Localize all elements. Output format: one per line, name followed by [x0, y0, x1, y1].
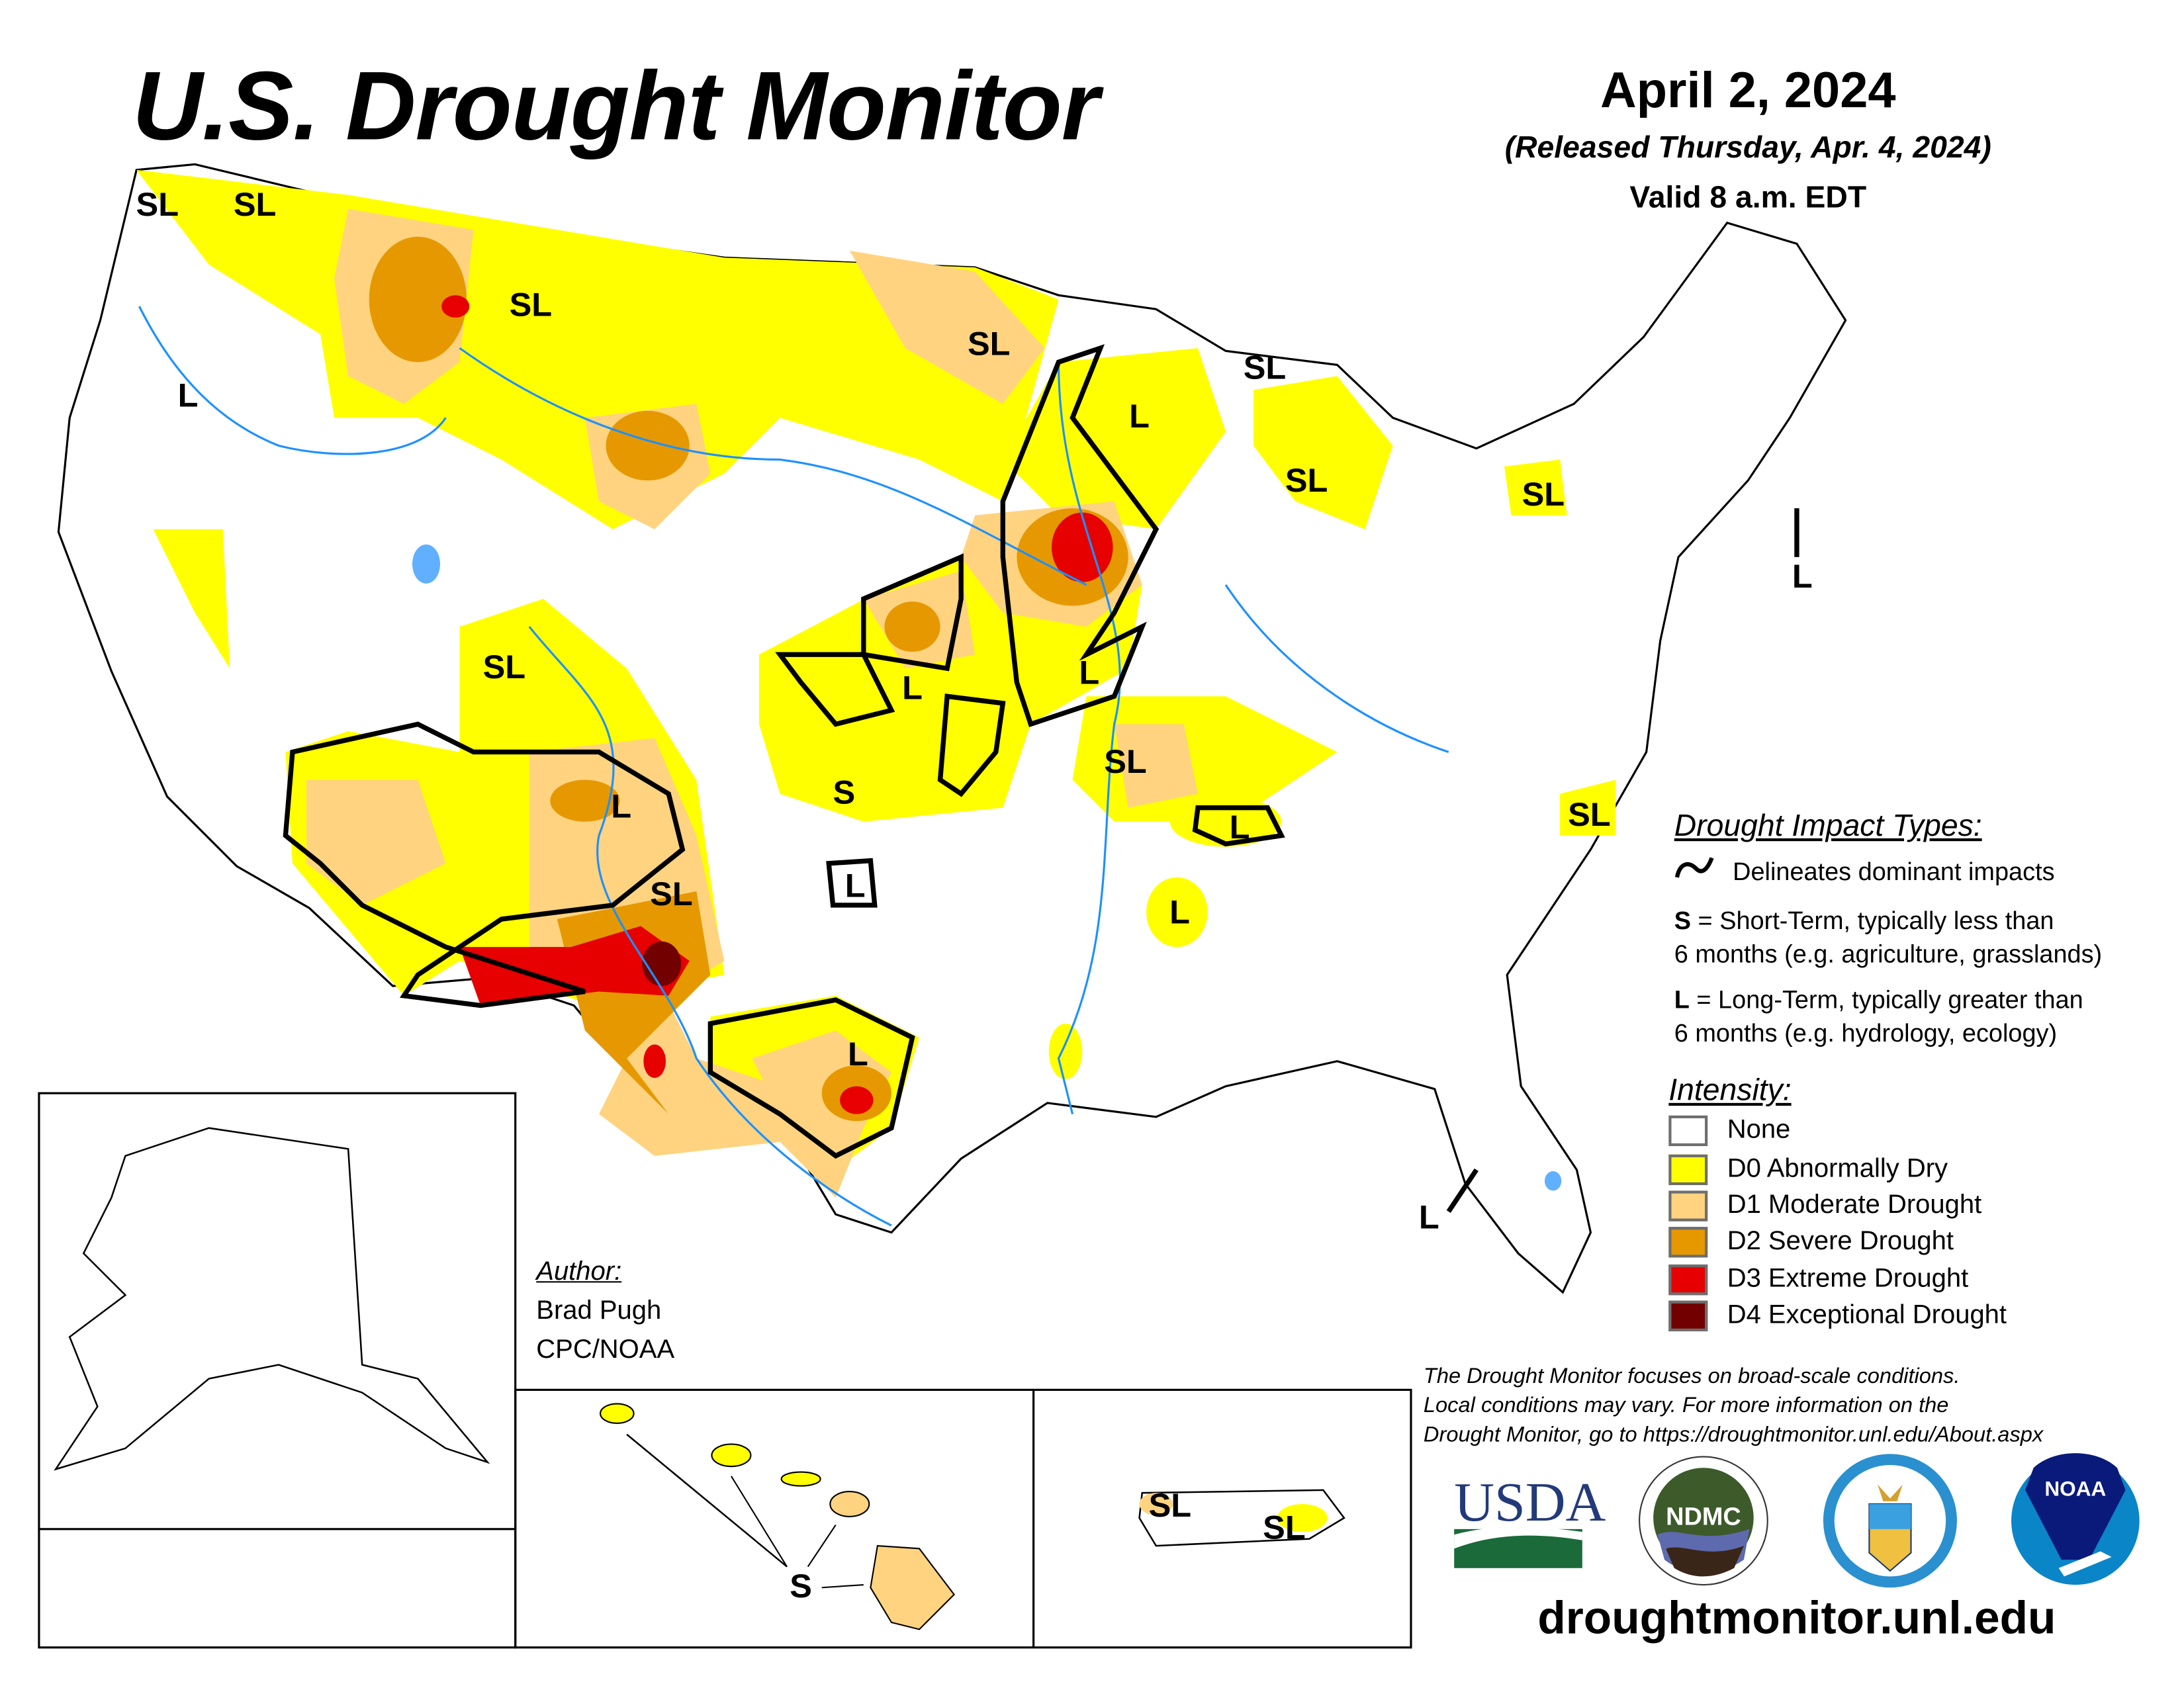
svg-text:USDA: USDA: [1454, 1472, 1606, 1533]
impact-boundaries: [283, 344, 1799, 1214]
lakes: [412, 544, 1562, 1191]
impact-label: L: [177, 377, 199, 416]
partner-logos: USDA NDMC NOAA: [1454, 1453, 2140, 1588]
alaska-outline: [54, 1127, 490, 1471]
legend-item-d3: D3 Extreme Drought: [1668, 1264, 1969, 1296]
legend-item-d2: D2 Severe Drought: [1668, 1227, 1954, 1258]
impact-label: L: [1418, 1199, 1439, 1237]
impact-label: SL: [509, 287, 553, 325]
impact-label: L: [844, 867, 866, 905]
footnote-line: Drought Monitor, go to https://droughtmo…: [1423, 1423, 2044, 1447]
legend-item-d1: D1 Moderate Drought: [1668, 1190, 1982, 1222]
impact-label: S: [790, 1568, 812, 1606]
impact-label: L: [1169, 894, 1191, 932]
impact-label: L: [1792, 558, 1813, 596]
legend-swatch: [1668, 1190, 1708, 1222]
ndmc-logo: NDMC: [1639, 1456, 1768, 1586]
svg-text:NDMC: NDMC: [1666, 1503, 1741, 1531]
impact-label: SL: [1243, 349, 1287, 388]
impact-label: L: [902, 670, 923, 708]
puerto-rico-outline: [1138, 1489, 1345, 1547]
impact-label: SL: [650, 875, 693, 914]
legend-swatch: [1668, 1300, 1708, 1331]
impact-label: SL: [1568, 796, 1611, 834]
noaa-logo: NOAA: [2011, 1453, 2140, 1585]
long-term-line2: 6 months (e.g. hydrology, ecology): [1674, 1019, 2058, 1047]
legend-label: D4 Exceptional Drought: [1727, 1300, 2007, 1330]
impact-label: L: [611, 788, 632, 826]
release-date: (Released Thursday, Apr. 4, 2024): [1504, 129, 1991, 165]
footnote-line: Local conditions may vary. For more info…: [1423, 1394, 1949, 1418]
legend-label: D2 Severe Drought: [1727, 1227, 1954, 1257]
impact-label: SL: [967, 326, 1011, 364]
impact-label: SL: [1263, 1509, 1306, 1548]
impact-legend-long-term: L = Long-Term, typically greater than 6 …: [1674, 983, 2083, 1050]
impact-label: SL: [1148, 1487, 1192, 1525]
map-date: April 2, 2024: [1600, 61, 1896, 118]
legend-label: D3 Extreme Drought: [1727, 1265, 1969, 1294]
rivers: [138, 306, 1449, 1227]
impact-legend-delineates: Delineates dominant impacts: [1733, 858, 2055, 886]
d4-areas: [642, 941, 682, 987]
author-block: Author: Brad Pugh CPC/NOAA: [536, 1253, 674, 1370]
author-org: CPC/NOAA: [536, 1335, 675, 1365]
legend-swatch: [1668, 1227, 1708, 1258]
author-name: Brad Pugh: [536, 1296, 662, 1326]
impact-legend-heading: Drought Impact Types:: [1674, 807, 1982, 843]
impact-label: L: [847, 1036, 868, 1074]
impact-label: L: [1079, 654, 1100, 692]
legend-label: D0 Abnormally Dry: [1727, 1154, 1948, 1184]
author-heading: Author:: [536, 1257, 622, 1287]
impact-label: SL: [482, 648, 526, 687]
impact-label: SL: [136, 187, 179, 224]
legend-label: None: [1727, 1115, 1791, 1145]
svg-text:NOAA: NOAA: [2044, 1476, 2106, 1500]
short-term-line1: = Short-Term, typically less than: [1691, 907, 2054, 935]
usda-logo: USDA: [1454, 1472, 1606, 1568]
hawaii-islands: [600, 1403, 956, 1630]
page-title: U.S. Drought Monitor: [132, 51, 1099, 161]
d3-areas: [441, 295, 1113, 1114]
legend-swatch: [1668, 1264, 1708, 1296]
legend-label: D1 Moderate Drought: [1727, 1190, 1982, 1220]
legend-swatch: [1668, 1154, 1708, 1186]
impact-label: L: [1229, 809, 1250, 847]
impact-label: S: [833, 774, 856, 812]
inset-frames: [38, 1092, 1412, 1649]
long-term-key: L: [1674, 986, 1690, 1014]
legend-item-d0: D0 Abnormally Dry: [1668, 1154, 1948, 1186]
legend-item-none: None: [1668, 1115, 1791, 1147]
legend-swatch: [1668, 1115, 1708, 1147]
doc-seal-logo: [1823, 1454, 1957, 1588]
website-url[interactable]: droughtmonitor.unl.edu: [1537, 1591, 2056, 1644]
impact-legend-short-term: S = Short-Term, typically less than 6 mo…: [1674, 904, 2102, 971]
impact-line-icon: [1674, 857, 1714, 878]
short-term-key: S: [1674, 907, 1692, 935]
legend-item-d4: D4 Exceptional Drought: [1668, 1300, 2007, 1331]
impact-label: SL: [1104, 743, 1147, 781]
short-term-line2: 6 months (e.g. agriculture, grasslands): [1674, 940, 2103, 968]
long-term-line1: = Long-Term, typically greater than: [1689, 986, 2083, 1014]
valid-time: Valid 8 a.m. EDT: [1629, 179, 1867, 215]
footnote-line: The Drought Monitor focuses on broad-sca…: [1423, 1364, 1960, 1389]
intensity-legend-heading: Intensity:: [1668, 1072, 1792, 1108]
impact-label: L: [1129, 398, 1150, 436]
impact-label: SL: [1285, 462, 1328, 500]
impact-label: SL: [233, 187, 277, 224]
impact-label: SL: [1522, 476, 1565, 514]
footnote: The Drought Monitor focuses on broad-sca…: [1424, 1362, 2043, 1450]
